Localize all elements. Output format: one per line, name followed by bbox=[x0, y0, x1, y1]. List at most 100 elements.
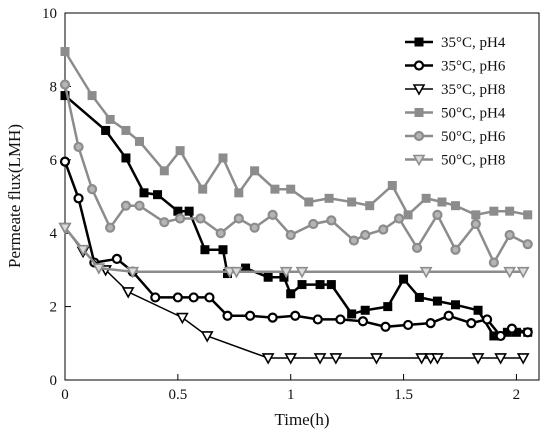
data-point bbox=[516, 353, 530, 365]
x-tick-label: 0 bbox=[61, 387, 69, 403]
data-point bbox=[230, 266, 243, 279]
data-point bbox=[360, 229, 371, 241]
data-point bbox=[200, 245, 210, 255]
data-point bbox=[286, 289, 296, 299]
data-point bbox=[121, 125, 131, 135]
data-point bbox=[60, 47, 70, 57]
data-point bbox=[414, 292, 424, 302]
data-point bbox=[357, 316, 369, 327]
data-point bbox=[126, 266, 140, 279]
legend-label: 50°C, pH6 bbox=[441, 129, 506, 145]
series-6 bbox=[58, 222, 530, 279]
y-axis-label: Permeate flux(LMH) bbox=[5, 124, 24, 268]
y-tick-label: 8 bbox=[50, 79, 58, 95]
data-point bbox=[111, 253, 123, 264]
series-5 bbox=[59, 79, 533, 268]
data-point bbox=[348, 235, 360, 246]
legend-marker bbox=[412, 84, 426, 96]
legend-entry: 35°C, pH6 bbox=[405, 59, 506, 75]
data-point bbox=[184, 206, 194, 216]
legend-marker bbox=[412, 154, 426, 167]
data-point bbox=[295, 266, 309, 279]
data-point bbox=[233, 213, 244, 224]
data-point bbox=[431, 353, 444, 365]
data-point bbox=[471, 210, 481, 220]
legend-label: 50°C, pH4 bbox=[441, 106, 506, 122]
data-point bbox=[308, 218, 319, 230]
x-axis-label: Time(h) bbox=[274, 410, 329, 429]
data-point bbox=[335, 314, 346, 325]
plot-frame bbox=[64, 12, 540, 381]
data-point bbox=[263, 272, 273, 282]
data-point bbox=[176, 312, 189, 325]
y-tick-label: 6 bbox=[50, 153, 58, 169]
data-point bbox=[59, 79, 71, 90]
data-point bbox=[437, 197, 447, 207]
data-point bbox=[279, 266, 293, 279]
data-point bbox=[403, 210, 413, 220]
y-tick-label: 10 bbox=[42, 6, 57, 22]
data-point bbox=[466, 318, 477, 329]
data-point bbox=[159, 217, 170, 228]
data-point bbox=[393, 213, 405, 224]
data-point bbox=[450, 300, 460, 310]
data-point bbox=[204, 292, 215, 303]
data-point bbox=[261, 353, 275, 365]
data-point bbox=[218, 153, 228, 163]
x-tick-label: 1.5 bbox=[394, 387, 413, 403]
legend-marker bbox=[414, 37, 424, 47]
data-point bbox=[473, 305, 483, 315]
data-point bbox=[284, 353, 298, 365]
data-point bbox=[200, 331, 214, 343]
data-point bbox=[105, 114, 115, 124]
legend-label: 35°C, pH4 bbox=[441, 35, 506, 51]
y-axis: 0 2 4 6 8 10 bbox=[42, 6, 71, 389]
data-point bbox=[488, 257, 499, 268]
data-point bbox=[365, 201, 375, 211]
y-tick-label: 4 bbox=[50, 226, 58, 242]
data-point bbox=[383, 302, 393, 312]
data-point bbox=[387, 180, 397, 190]
data-point bbox=[399, 274, 409, 284]
data-point bbox=[503, 266, 517, 279]
data-point bbox=[505, 206, 515, 216]
data-point bbox=[522, 239, 533, 250]
y-tick-label: 0 bbox=[50, 373, 58, 389]
data-point bbox=[432, 296, 442, 306]
data-point bbox=[313, 353, 327, 365]
data-point bbox=[450, 201, 460, 211]
data-point bbox=[222, 310, 233, 321]
data-point bbox=[326, 215, 337, 226]
data-point bbox=[432, 209, 443, 220]
data-point bbox=[244, 310, 256, 321]
data-point bbox=[504, 229, 515, 241]
data-point bbox=[139, 188, 149, 198]
data-point bbox=[58, 222, 72, 235]
data-point bbox=[443, 310, 454, 321]
data-point bbox=[419, 266, 433, 279]
data-point bbox=[150, 292, 161, 303]
data-point bbox=[324, 193, 334, 203]
data-point bbox=[134, 200, 145, 211]
data-point bbox=[516, 266, 530, 279]
data-point bbox=[234, 188, 244, 198]
data-point bbox=[270, 184, 280, 194]
data-point bbox=[378, 224, 389, 235]
data-point bbox=[92, 263, 106, 275]
x-axis: 0 0.5 1 1.5 2 bbox=[61, 374, 520, 403]
data-point bbox=[286, 184, 296, 194]
data-point bbox=[329, 353, 343, 365]
data-point bbox=[523, 210, 533, 220]
data-point bbox=[290, 310, 301, 321]
data-point bbox=[76, 244, 90, 257]
data-point bbox=[267, 209, 278, 220]
legend-marker bbox=[414, 108, 424, 117]
legend-marker bbox=[413, 130, 425, 142]
data-point bbox=[312, 314, 323, 325]
data-point bbox=[218, 245, 228, 255]
data-point bbox=[249, 222, 260, 233]
data-point bbox=[347, 309, 357, 319]
series-4 bbox=[60, 47, 533, 220]
data-point bbox=[121, 153, 131, 163]
legend-entry: 50°C, pH4 bbox=[405, 106, 506, 122]
